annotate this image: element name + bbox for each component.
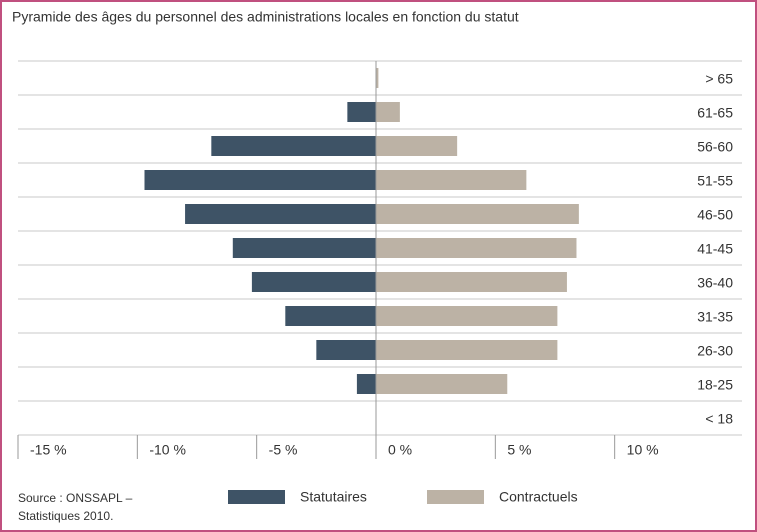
bar [376,204,579,224]
y-tick-label: 46-50 [697,207,733,223]
bar [316,340,376,360]
bar [376,170,527,190]
y-tick-label: 31-35 [697,309,733,325]
x-tick-label: 5 % [507,442,531,458]
bar [356,374,376,394]
y-tick-label: > 65 [705,71,733,87]
bar [211,136,376,156]
y-tick-label: 18-25 [697,377,733,393]
bar [376,238,577,258]
x-tick-label: -15 % [30,442,67,458]
source: Statistiques 2010. [18,509,113,523]
legend-swatch [427,490,484,504]
legend-label: Contractuels [499,489,578,505]
bar [232,238,376,258]
chart-title: Pyramide des âges du personnel des admin… [12,9,519,25]
bar [185,204,376,224]
y-tick-label: 61-65 [697,105,733,121]
x-tick-label: 10 % [627,442,659,458]
y-tick-label: < 18 [705,411,733,427]
y-tick-label: 51-55 [697,173,733,189]
bar [376,136,458,156]
x-tick-label: -5 % [269,442,298,458]
source: Source : ONSSAPL – [18,491,133,505]
y-tick-label: 41-45 [697,241,733,257]
bar [376,340,558,360]
legend-swatch [228,490,285,504]
bar [376,374,508,394]
bar [251,272,376,292]
legend-label: Statutaires [300,489,367,505]
bar [144,170,376,190]
bar [376,102,400,122]
y-tick-label: 26-30 [697,343,733,359]
bar [285,306,376,326]
bar [376,272,567,292]
x-tick-label: 0 % [388,442,412,458]
y-tick-label: 56-60 [697,139,733,155]
bar [376,68,379,88]
y-tick-label: 36-40 [697,275,733,291]
x-tick-label: -10 % [149,442,186,458]
bar [376,306,558,326]
bar [347,102,376,122]
